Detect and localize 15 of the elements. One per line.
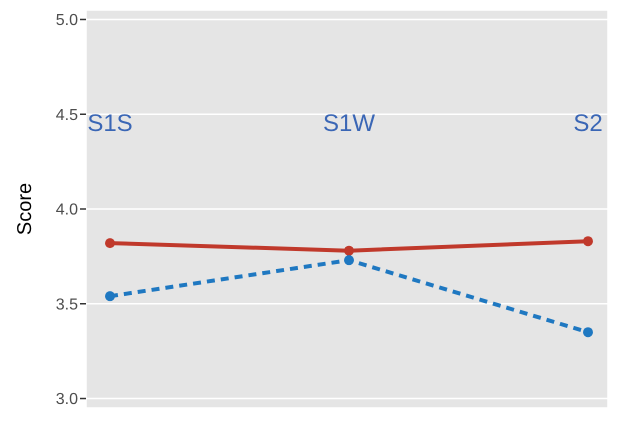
annotation: S2 bbox=[573, 110, 603, 138]
annotation: S1W bbox=[322, 110, 376, 138]
y-tick-label: 4.5 bbox=[56, 106, 78, 124]
point bbox=[105, 238, 115, 248]
y-tick-label: 3.0 bbox=[56, 391, 78, 408]
point bbox=[583, 327, 593, 338]
y-tick-label: 4.0 bbox=[56, 202, 78, 219]
y-tick-label: 5.0 bbox=[56, 12, 78, 30]
point bbox=[105, 291, 115, 302]
point bbox=[344, 255, 354, 266]
annotation: S1S bbox=[87, 110, 133, 138]
y-tick-label: 3.5 bbox=[56, 296, 78, 314]
point bbox=[344, 246, 354, 256]
y-axis-title: Score bbox=[14, 182, 36, 236]
point bbox=[583, 236, 593, 246]
